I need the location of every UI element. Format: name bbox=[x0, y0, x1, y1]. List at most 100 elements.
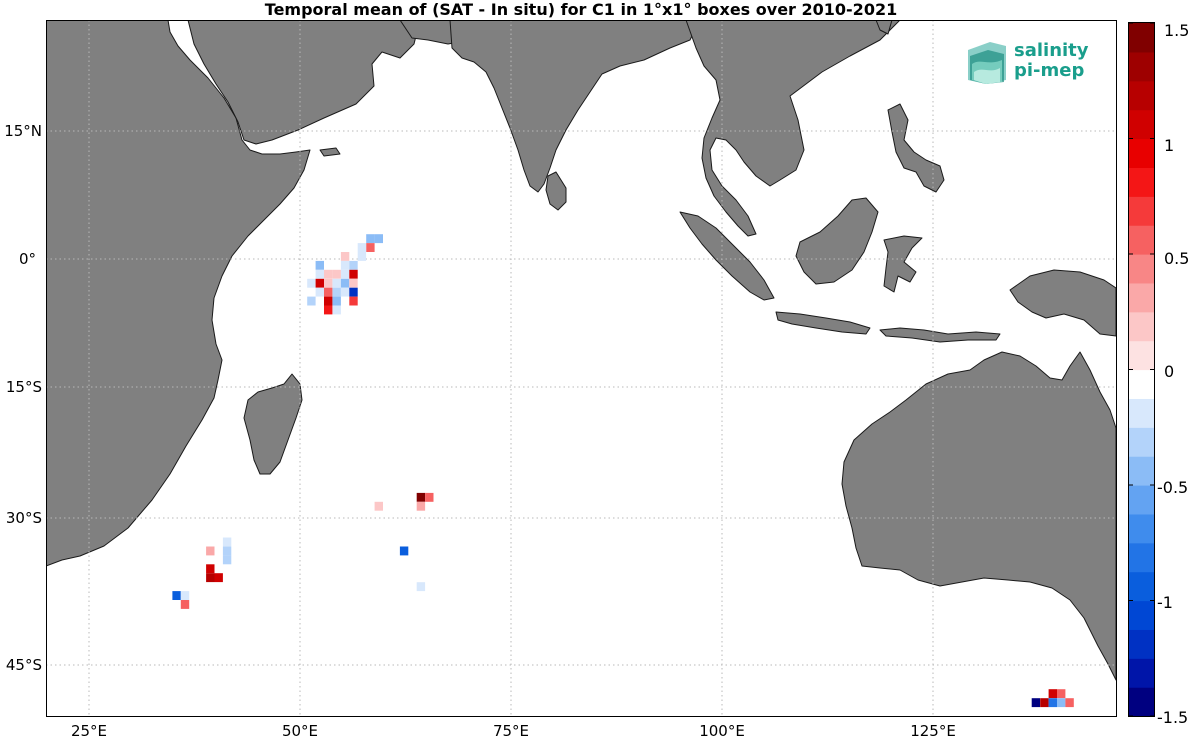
colorbar-swatch bbox=[1129, 282, 1154, 313]
heatmap-cell bbox=[324, 278, 333, 288]
land-australia bbox=[841, 351, 1116, 681]
logo-text-salinity: salinity bbox=[1014, 40, 1089, 61]
heatmap-cell bbox=[366, 243, 375, 252]
heatmap-cell bbox=[416, 492, 426, 502]
colorbar-swatch bbox=[1129, 398, 1154, 428]
colorbar-ticks bbox=[1129, 22, 1154, 717]
heatmap-cell bbox=[399, 546, 409, 556]
colorbar-swatch bbox=[1129, 456, 1154, 486]
colorbar-swatch bbox=[1129, 225, 1154, 255]
colorbar-blocks bbox=[1129, 23, 1154, 717]
colorbar-label: 0 bbox=[1164, 362, 1174, 381]
heatmap-cell bbox=[222, 546, 232, 556]
land-philippines bbox=[887, 103, 945, 193]
y-tick-label: 30°S bbox=[6, 509, 42, 527]
heatmap-cell bbox=[357, 243, 367, 252]
heatmap-cell bbox=[332, 305, 341, 315]
colorbar-swatch bbox=[1129, 254, 1154, 284]
y-tick-label: 15°S bbox=[6, 378, 42, 396]
logo-text-pi-mep: pi-mep bbox=[1014, 60, 1085, 81]
heatmap-cell bbox=[324, 269, 333, 279]
colorbar-frame bbox=[1128, 22, 1155, 717]
colorbar: 1.5 1 0.5 0 -0.5 -1 -1.5 bbox=[1128, 21, 1189, 727]
x-tick-label: 100°E bbox=[699, 722, 745, 740]
heatmap-cell bbox=[206, 564, 215, 574]
colorbar-swatch bbox=[1129, 600, 1154, 630]
heatmap-cell bbox=[1057, 698, 1066, 708]
heatmap-cell bbox=[206, 573, 215, 583]
colorbar-swatch bbox=[1129, 23, 1154, 53]
colorbar-swatch bbox=[1129, 629, 1154, 659]
heatmap-cell bbox=[332, 269, 341, 279]
colorbar-swatch bbox=[1129, 427, 1154, 457]
heatmap-cell bbox=[374, 501, 383, 511]
colorbar-swatch bbox=[1129, 485, 1154, 515]
salinity-pi-mep-logo: salinity pi-mep bbox=[966, 40, 1096, 86]
x-tick-labels: 25°E 50°E 75°E 100°E 125°E bbox=[71, 722, 956, 740]
x-tick-label: 50°E bbox=[282, 722, 318, 740]
heatmap-cell bbox=[315, 260, 324, 270]
colorbar-swatch bbox=[1129, 513, 1154, 544]
y-tick-label: 0° bbox=[19, 250, 36, 268]
colorbar-swatch bbox=[1129, 138, 1154, 168]
heatmap-cell bbox=[172, 591, 181, 600]
colorbar-label: -0.5 bbox=[1157, 478, 1188, 497]
heatmap-cell bbox=[315, 287, 324, 297]
land-arabia bbox=[187, 20, 421, 145]
heatmap-cell bbox=[349, 278, 358, 288]
land-sri-lanka bbox=[545, 171, 567, 211]
heatmap-cell bbox=[340, 287, 350, 297]
colorbar-label: 1.5 bbox=[1164, 21, 1189, 40]
heatmap-cell bbox=[340, 278, 350, 288]
land-madagascar bbox=[243, 373, 303, 475]
land-lesser-sunda bbox=[879, 327, 1001, 343]
colorbar-swatch bbox=[1129, 311, 1154, 342]
heatmap-cell bbox=[416, 582, 426, 592]
colorbar-label: 1 bbox=[1164, 136, 1174, 155]
land-sumatra bbox=[679, 211, 775, 301]
heatmap-cells bbox=[172, 234, 1074, 708]
land-new-guinea bbox=[1009, 269, 1116, 337]
heatmap-cell bbox=[416, 501, 426, 511]
plot-frame bbox=[46, 20, 1117, 717]
colorbar-swatch bbox=[1129, 687, 1154, 717]
y-tick-label: 15°N bbox=[4, 122, 42, 140]
colorbar-labels: 1.5 1 0.5 0 -0.5 -1 -1.5 bbox=[1157, 21, 1189, 727]
heatmap-cell bbox=[349, 296, 358, 306]
heatmap-cell bbox=[1031, 698, 1041, 708]
colorbar-swatch bbox=[1129, 571, 1154, 602]
heatmap-cell bbox=[340, 260, 350, 270]
heatmap-cell bbox=[315, 278, 324, 288]
y-tick-label: 45°S bbox=[6, 656, 42, 674]
colorbar-swatch bbox=[1129, 167, 1154, 197]
heatmap-cell bbox=[340, 269, 350, 279]
heatmap-cell bbox=[315, 269, 324, 279]
land-taiwan bbox=[875, 20, 893, 35]
colorbar-swatch bbox=[1129, 369, 1154, 399]
x-tick-label: 25°E bbox=[71, 722, 107, 740]
heatmap-cell bbox=[1048, 689, 1057, 699]
heatmap-cell bbox=[1065, 698, 1074, 708]
heatmap-cell bbox=[332, 296, 341, 306]
heatmap-cell bbox=[1040, 698, 1049, 708]
land-layer bbox=[46, 20, 1116, 681]
colorbar-label: -1.5 bbox=[1157, 708, 1188, 727]
heatmap-cell bbox=[1048, 698, 1057, 708]
colorbar-swatch bbox=[1129, 51, 1154, 82]
land-india bbox=[449, 20, 701, 193]
land-se-asia bbox=[685, 20, 901, 237]
heatmap-cell bbox=[180, 600, 190, 609]
heatmap-cell bbox=[324, 305, 333, 315]
heatmap-cell bbox=[366, 234, 375, 244]
heatmap-cell bbox=[349, 287, 358, 297]
heatmap-cell bbox=[324, 296, 333, 306]
heatmap-cell bbox=[340, 252, 350, 261]
land-borneo bbox=[795, 197, 879, 285]
y-tick-labels: 15°N 0° 15°S 30°S 45°S bbox=[4, 122, 42, 674]
logo-wave-icon bbox=[968, 42, 1006, 84]
heatmap-cell bbox=[222, 555, 232, 565]
land-sulawesi bbox=[883, 235, 923, 293]
colorbar-swatch bbox=[1129, 542, 1154, 573]
heatmap-cell bbox=[374, 234, 383, 244]
